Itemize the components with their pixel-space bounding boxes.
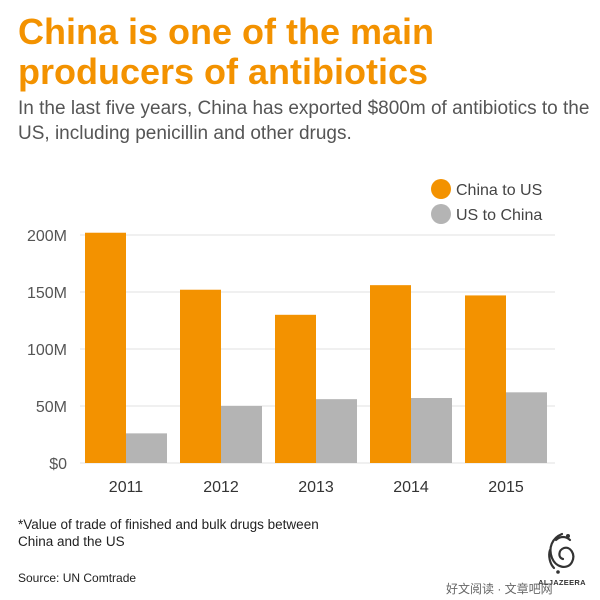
x-tick-label: 2014 (393, 479, 429, 496)
chart-subtitle: In the last five years, China has export… (18, 98, 590, 144)
source-note: Source: UN Comtrade (18, 571, 137, 585)
bar-chart: $0 50M 100M 150M 200M 2011 2012 2013 2014 2015 Chi… (27, 179, 555, 496)
y-tick-label: 50M (36, 399, 67, 416)
x-tick-label: 2015 (488, 479, 524, 496)
legend-label: China to US (456, 182, 542, 199)
y-tick-label: 200M (27, 228, 67, 245)
x-tick-label: 2012 (203, 479, 239, 496)
bar-us-to-china (506, 392, 547, 463)
aljazeera-logo: ALJAZEERA (532, 528, 592, 594)
y-tick-label: $0 (49, 456, 67, 473)
y-tick-label: 100M (27, 342, 67, 359)
legend-label: US to China (456, 207, 542, 224)
bar-china-to-us (370, 285, 411, 463)
bar-china-to-us (180, 289, 221, 463)
x-tick-label: 2013 (298, 479, 334, 496)
x-tick-label: 2011 (109, 479, 144, 496)
bar-us-to-china (411, 398, 452, 463)
aljazeera-emblem-icon (548, 532, 575, 574)
legend-swatch (431, 204, 451, 224)
footnote: *Value of trade of finished and bulk dru… (18, 517, 319, 549)
bar-us-to-china (126, 433, 167, 463)
bar-us-to-china (316, 399, 357, 463)
bar-china-to-us (275, 314, 316, 463)
legend-swatch (431, 179, 451, 199)
logo-wordmark: ALJAZEERA (538, 578, 586, 587)
bar-china-to-us (465, 295, 506, 463)
bar-china-to-us (85, 232, 126, 463)
bar-us-to-china (221, 406, 262, 463)
y-tick-label: 150M (27, 285, 67, 302)
watermark: 好文阅读 · 文章吧网 (446, 582, 553, 596)
chart-title: China is one of the main producers of an… (18, 11, 435, 92)
